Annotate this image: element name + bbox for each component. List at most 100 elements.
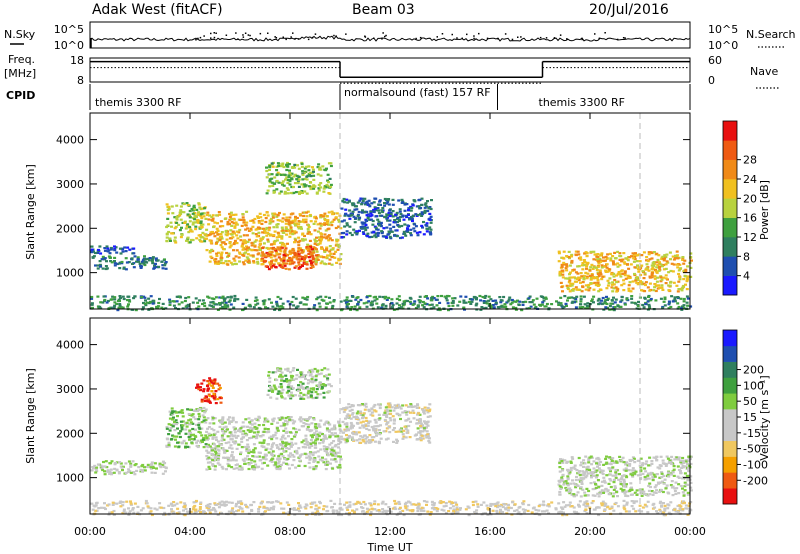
heatmap-cell — [250, 436, 254, 439]
heatmap-cell — [288, 395, 292, 398]
heatmap-cell — [282, 259, 286, 262]
heatmap-cell — [622, 461, 626, 464]
heatmap-cell — [395, 438, 399, 441]
heatmap-cell — [641, 270, 645, 273]
heatmap-cell — [391, 306, 394, 309]
heatmap-cell — [667, 307, 671, 310]
heatmap-cell — [190, 230, 194, 233]
heatmap-cell — [219, 257, 223, 260]
heatmap-cell — [682, 304, 686, 307]
heatmap-cell — [479, 299, 483, 302]
heatmap-cell — [295, 452, 299, 455]
heatmap-cell — [269, 221, 273, 224]
heatmap-cell — [124, 250, 128, 253]
heatmap-cell — [211, 379, 215, 382]
heatmap-cell — [257, 221, 261, 224]
heatmap-cell — [326, 461, 330, 464]
heatmap-cell — [377, 203, 381, 206]
heatmap-cell — [197, 418, 201, 421]
heatmap-cell — [233, 427, 237, 430]
heatmap-cell — [273, 248, 277, 251]
heatmap-cell — [306, 392, 310, 395]
heatmap-cell — [571, 289, 575, 292]
heatmap-cell — [675, 263, 679, 266]
heatmap-cell — [412, 411, 416, 414]
heatmap-cell — [215, 303, 219, 306]
heatmap-cell — [379, 424, 382, 427]
heatmap-cell — [533, 307, 537, 310]
heatmap-cell — [271, 184, 275, 187]
heatmap-cell — [256, 215, 260, 218]
heatmap-cell — [300, 165, 304, 168]
heatmap-cell — [322, 383, 326, 387]
heatmap-cell — [337, 258, 341, 261]
heatmap-cell — [311, 166, 314, 169]
heatmap-cell — [228, 422, 231, 425]
heatmap-cell — [312, 170, 315, 173]
heatmap-cell — [192, 416, 196, 419]
heatmap-cell — [314, 396, 318, 399]
heatmap-cell — [271, 305, 275, 308]
heatmap-cell — [394, 213, 398, 216]
heatmap-cell — [289, 397, 293, 400]
heatmap-cell — [151, 262, 155, 265]
heatmap-cell — [301, 386, 305, 389]
heatmap-cell — [418, 301, 422, 304]
heatmap-cell — [365, 305, 369, 308]
heatmap-cell — [221, 417, 225, 420]
heatmap-cell — [302, 439, 306, 442]
nsky-point — [373, 37, 375, 39]
heatmap-cell — [321, 215, 325, 218]
heatmap-cell — [90, 297, 94, 300]
heatmap-cell — [258, 459, 262, 462]
heatmap-cell — [196, 301, 200, 304]
heatmap-cell — [186, 213, 190, 216]
heatmap-cell — [416, 427, 420, 430]
heatmap-cell — [623, 270, 627, 273]
heatmap-cell — [653, 475, 657, 478]
heatmap-cell — [419, 430, 422, 433]
heatmap-cell — [303, 211, 307, 214]
heatmap-cell — [677, 458, 681, 461]
heatmap-cell — [171, 300, 175, 303]
heatmap-cell — [650, 251, 654, 255]
heatmap-cell — [229, 244, 233, 247]
heatmap-cell — [372, 436, 376, 439]
heatmap-cell — [103, 473, 107, 476]
heatmap-cell — [397, 307, 401, 310]
heatmap-cell — [284, 247, 288, 250]
heatmap-cell — [270, 243, 274, 246]
heatmap-cell — [211, 214, 215, 217]
heatmap-cell — [127, 261, 131, 264]
heatmap-cell — [264, 265, 268, 268]
heatmap-cell — [239, 451, 243, 454]
heatmap-cell — [686, 275, 690, 278]
power-heatmap — [90, 113, 693, 312]
heatmap-cell — [214, 390, 218, 393]
heatmap-cell — [188, 220, 192, 223]
heatmap-cell — [627, 276, 631, 279]
heatmap-cell — [231, 440, 235, 443]
heatmap-cell — [158, 462, 162, 465]
heatmap-cell — [364, 442, 368, 445]
heatmap-cell — [105, 260, 108, 263]
heatmap-cell — [267, 268, 271, 271]
heatmap-cell — [293, 182, 297, 185]
heatmap-cell — [292, 459, 296, 462]
heatmap-cell — [568, 256, 571, 259]
heatmap-cell — [331, 213, 335, 216]
heatmap-cell — [398, 298, 402, 302]
heatmap-cell — [686, 462, 689, 465]
heatmap-cell — [324, 436, 327, 439]
heatmap-cell — [631, 471, 635, 475]
heatmap-cell — [655, 271, 659, 274]
heatmap-cell — [567, 472, 571, 475]
heatmap-cell — [642, 277, 646, 280]
heatmap-cell — [220, 237, 224, 240]
heatmap-cell — [685, 301, 689, 304]
heatmap-cell — [377, 211, 381, 214]
heatmap-cell — [671, 270, 675, 273]
heatmap-cell — [368, 205, 372, 208]
heatmap-cell — [247, 462, 251, 465]
